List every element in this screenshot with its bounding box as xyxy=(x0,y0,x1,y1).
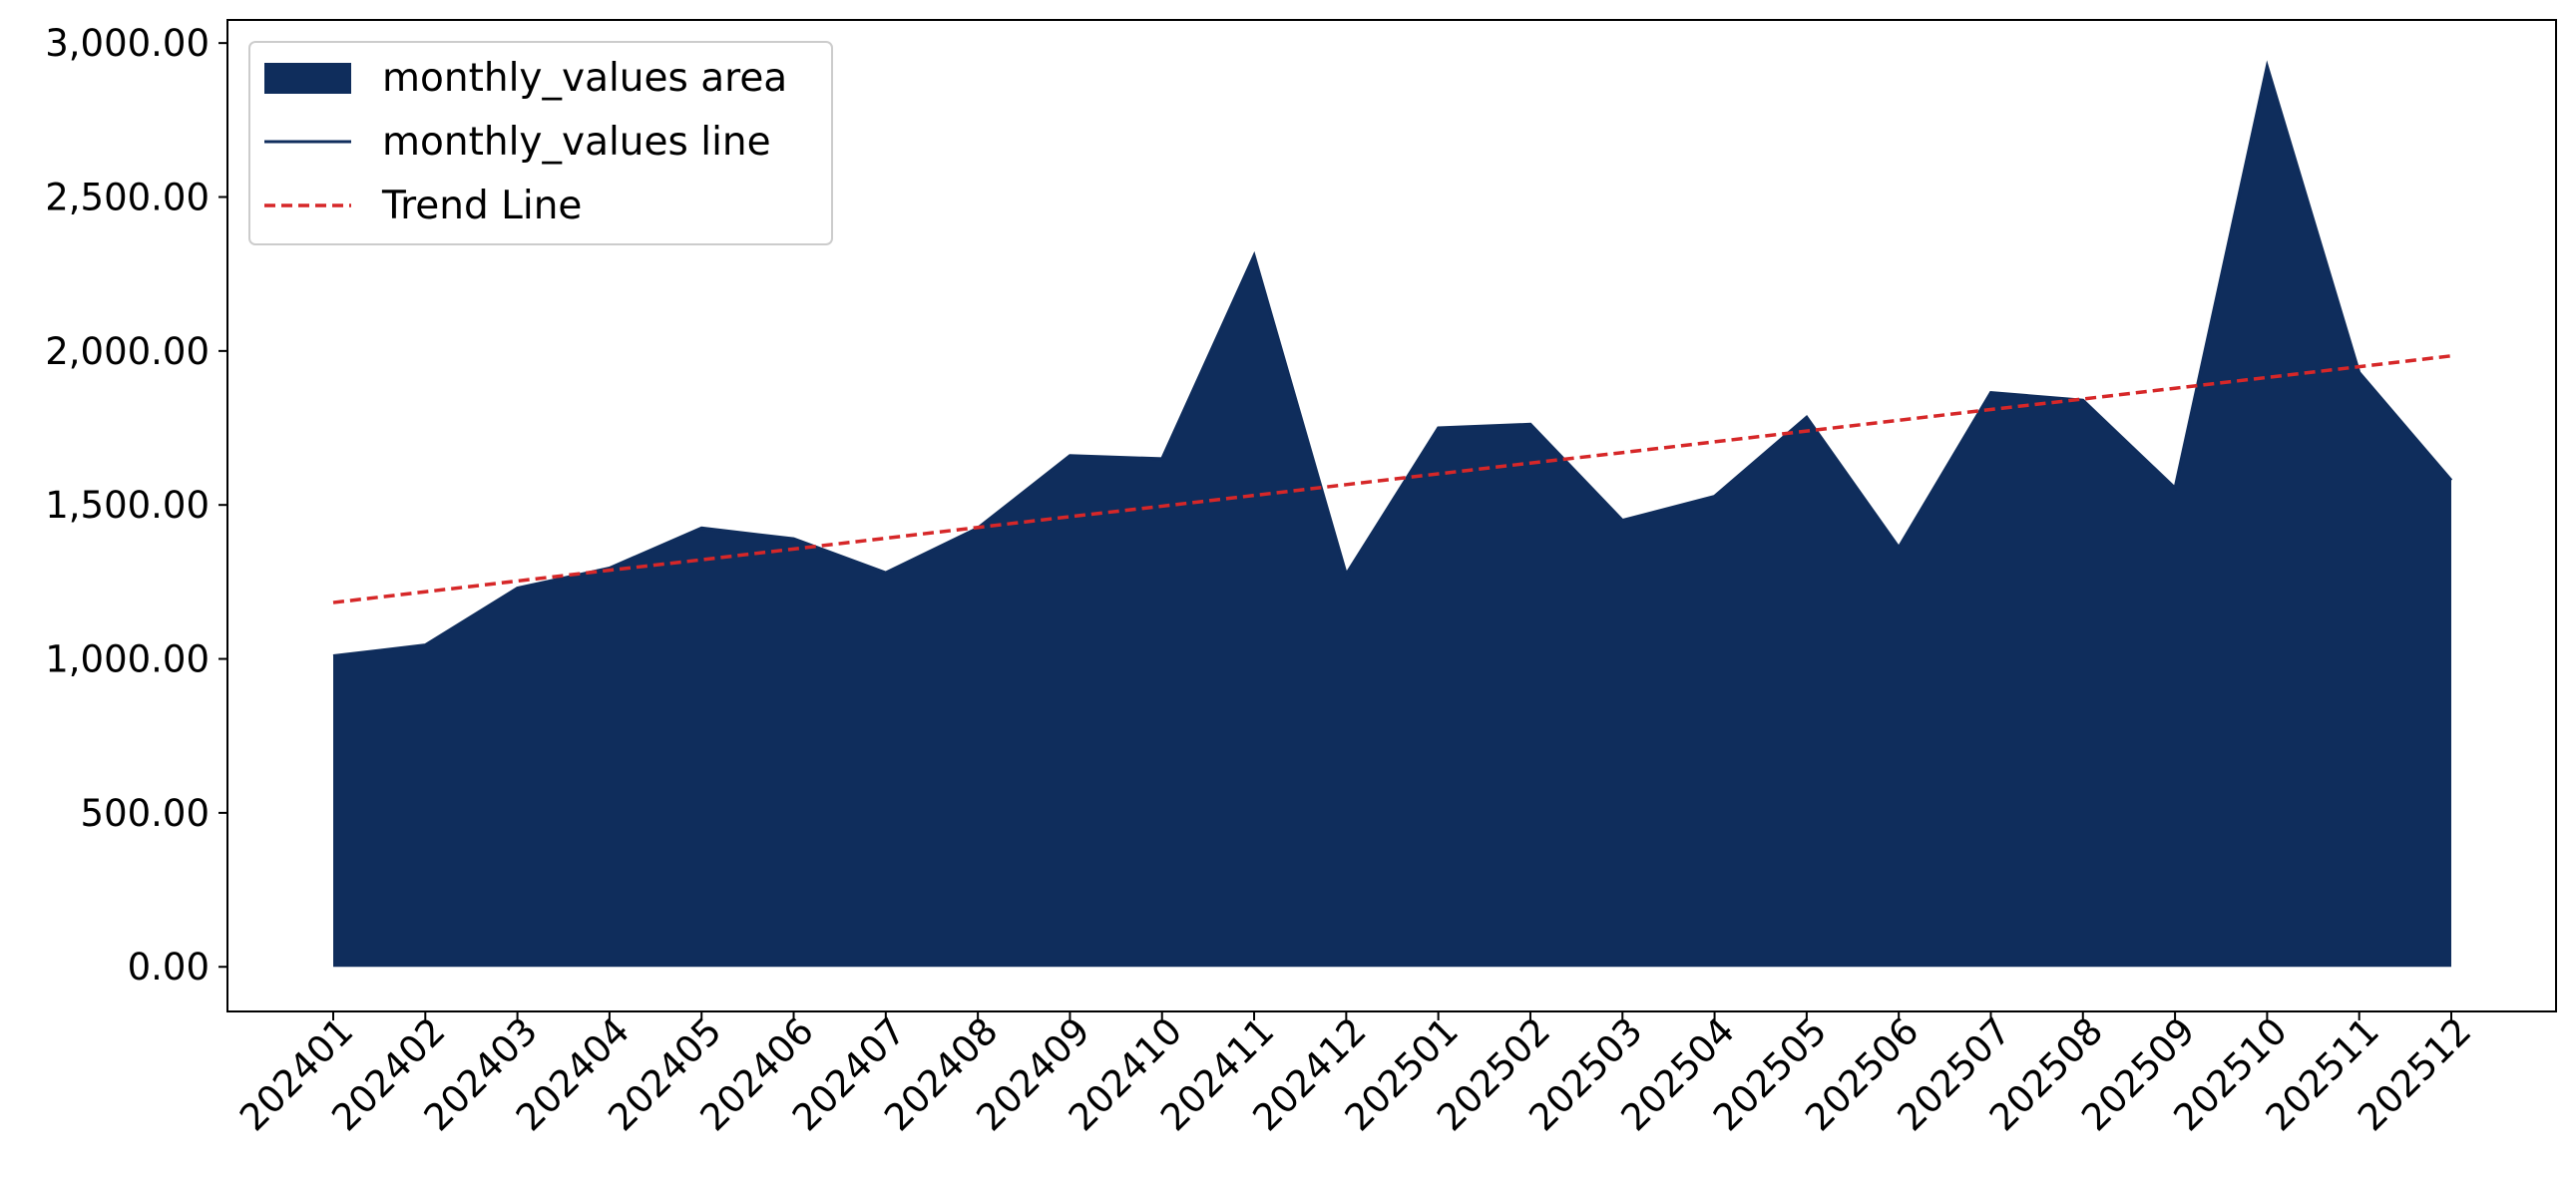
legend: monthly_values area monthly_values line Tr… xyxy=(249,42,832,244)
y-tick-label: 1,500.00 xyxy=(45,484,210,527)
y-tick-label: 2,500.00 xyxy=(45,177,210,219)
legend-label: Trend Line xyxy=(381,184,582,228)
y-tick-label: 2,000.00 xyxy=(45,330,210,373)
y-tick-label: 3,000.00 xyxy=(45,22,210,65)
legend-label: monthly_values line xyxy=(382,120,771,165)
y-tick-label: 500.00 xyxy=(81,792,210,835)
y-tick-label: 1,000.00 xyxy=(45,638,210,681)
y-tick-label: 0.00 xyxy=(128,946,210,989)
legend-swatch-area xyxy=(264,63,351,94)
legend-label: monthly_values area xyxy=(382,56,787,101)
